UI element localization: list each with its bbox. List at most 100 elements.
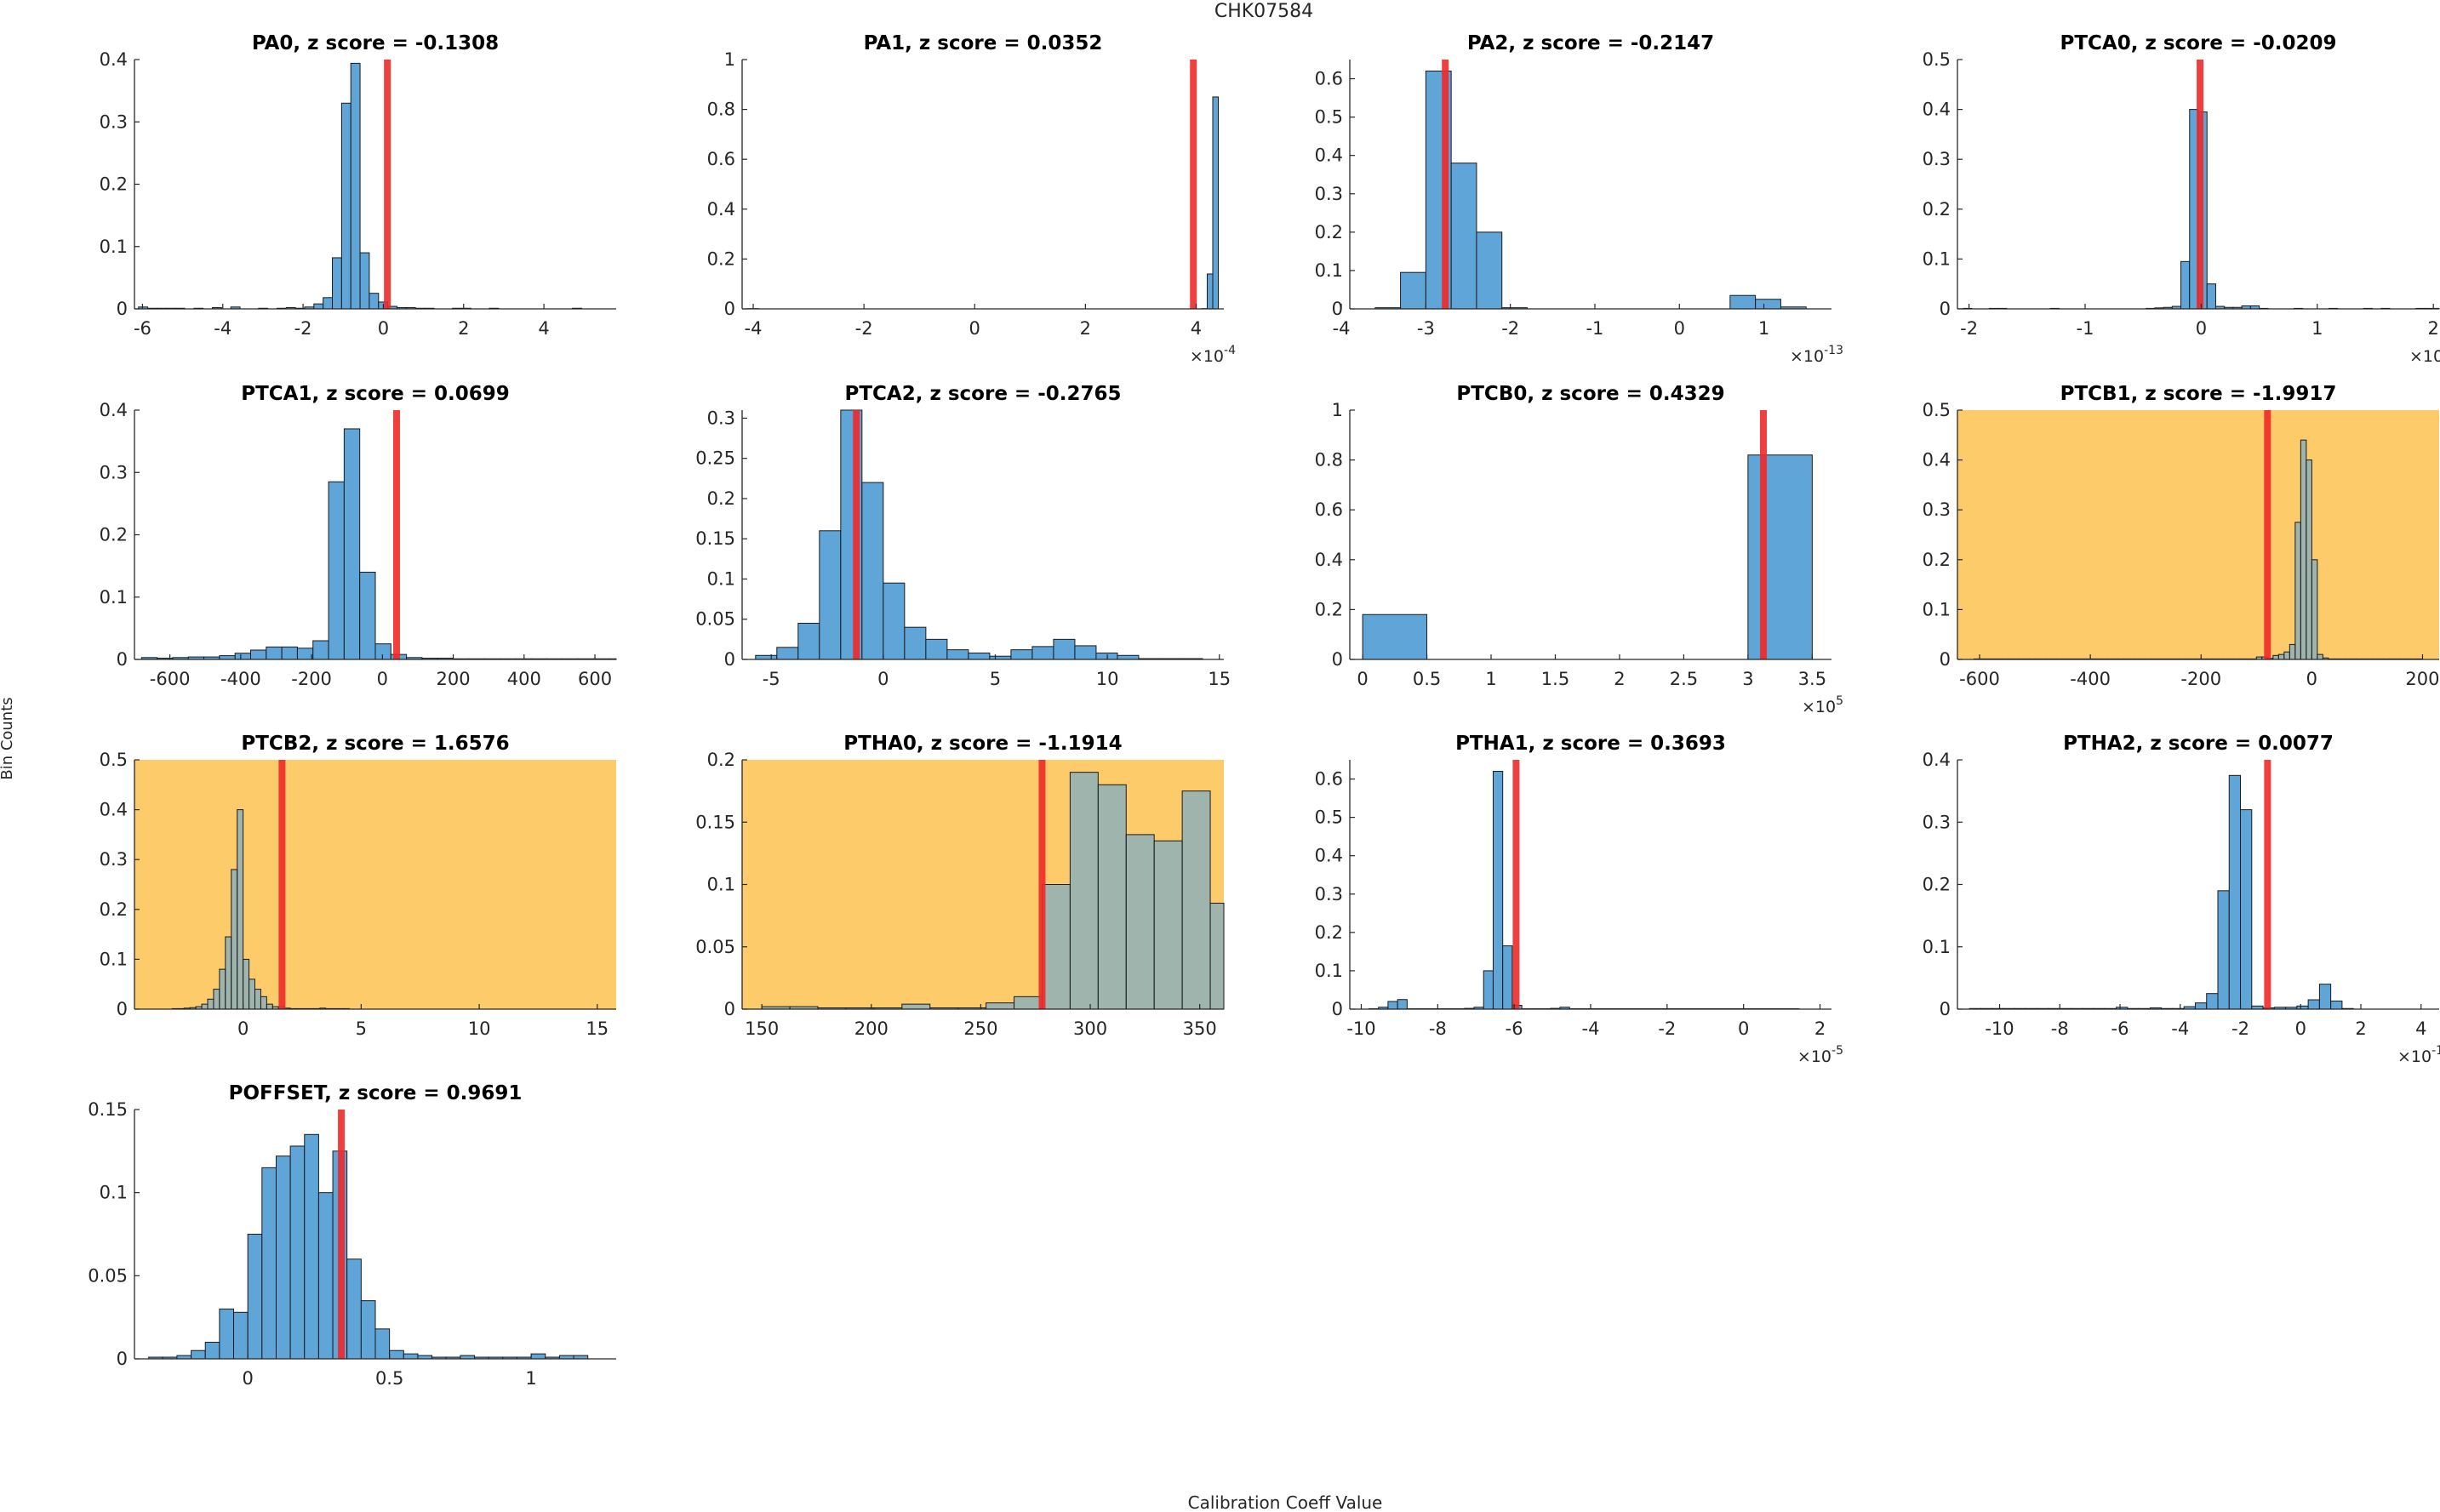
x-tick-label: 3.5 (1798, 669, 1826, 689)
x-tick-label: 3 (1742, 669, 1753, 689)
histogram-bar (281, 646, 298, 660)
y-tick-label: 0.5 (1923, 400, 1951, 420)
x-tick-label: 15 (1208, 669, 1231, 689)
x-tick-label: -600 (1959, 669, 2000, 689)
histogram-bar (925, 638, 948, 660)
histogram-bar (1031, 646, 1054, 660)
y-tick-label: 0 (117, 649, 128, 670)
x-tick-label: -2 (2231, 1018, 2249, 1039)
histogram-bar (1397, 999, 1408, 1010)
subplot-title: PTCA2, z score = -0.2765 (844, 383, 1121, 405)
histogram-bar (304, 1133, 319, 1360)
x-tick-label: 0 (1357, 669, 1368, 689)
x-tick-label: 200 (2405, 669, 2439, 689)
y-tick-label: 0.6 (1315, 769, 1343, 790)
figure-y-axis-label: Bin Counts (0, 697, 16, 779)
histogram-bar (260, 996, 267, 1010)
subplot-poffset: 0 0.05 0.1 0.15 0 0.5 1 POFFSET, z score = 0.96… (88, 1082, 616, 1389)
y-tick-label: 0 (117, 299, 128, 319)
highlight-background (1957, 410, 2439, 659)
histogram-bar (328, 481, 345, 660)
current-value-marker (853, 410, 860, 659)
histogram-bar (986, 1002, 1015, 1010)
histogram-bar (2283, 651, 2290, 660)
histogram-bar (1069, 772, 1099, 1010)
histogram-bar (1400, 271, 1426, 310)
histogram-bar (904, 626, 927, 660)
subplot-ptcb1: 0 0.1 0.2 0.3 0.4 0.5 -600 -400 -200 0 200 PTCB1, z… (1923, 383, 2440, 689)
y-tick-label: 0.1 (100, 587, 128, 608)
y-tick-label: 0.2 (100, 899, 128, 920)
x-tick-label: -2 (855, 318, 873, 339)
x-tick-label: -5 (763, 669, 780, 689)
histogram-bar (219, 968, 226, 1010)
y-tick-label: 1 (724, 49, 735, 70)
x-tick-label: -4 (1582, 1018, 1600, 1039)
y-tick-label: 0 (724, 649, 735, 670)
x-tick-label: 1 (1758, 318, 1769, 339)
y-tick-label: 0.4 (1923, 100, 1951, 120)
current-value-marker (278, 760, 286, 1009)
histogram-bar (1206, 273, 1214, 310)
histogram-bar (1476, 231, 1503, 310)
y-tick-label: 0 (724, 299, 735, 319)
histogram-bar (1125, 834, 1155, 1010)
y-tick-label: 0.1 (100, 237, 128, 257)
x-tick-label: -400 (220, 669, 261, 689)
x-tick-label: 10 (1096, 669, 1119, 689)
histogram-bar (359, 252, 370, 310)
x-tick-label: -6 (134, 318, 151, 339)
y-tick-label: 0.3 (1923, 812, 1951, 832)
histogram-bar (1097, 784, 1127, 1010)
histogram-bar (317, 1192, 334, 1360)
histogram-bar (1747, 454, 1813, 660)
histogram-bar (2318, 984, 2332, 1010)
histogram-bar (2300, 439, 2307, 660)
x-tick-label: -10 (1985, 1018, 2014, 1039)
y-tick-label: 0.2 (1315, 222, 1343, 242)
y-tick-label: 0 (1332, 299, 1343, 319)
subplot-title: PTCB2, z score = 1.6576 (241, 733, 509, 755)
current-value-marker (384, 60, 391, 309)
histogram-bar (249, 979, 255, 1010)
y-tick-label: 0 (1332, 649, 1343, 670)
x-tick-label: 5 (356, 1018, 367, 1039)
histogram-bar (204, 1341, 220, 1360)
histogram-bar (1153, 840, 1183, 1010)
x-tick-label: -2 (294, 318, 312, 339)
histogram-bar (2306, 459, 2312, 660)
subplot-title: PTHA2, z score = 0.0077 (2063, 733, 2334, 755)
y-tick-label: 0.2 (1923, 550, 1951, 570)
x-exponent-label: ×10-5 (1797, 1044, 1843, 1066)
x-tick-label: -2 (1960, 318, 1978, 339)
x-tick-label: 4 (1191, 318, 1202, 339)
x-tick-label: 0 (877, 669, 889, 689)
histogram-bar (350, 62, 361, 310)
histogram-bar (968, 652, 991, 660)
y-tick-label: 0 (1940, 999, 1951, 1019)
histogram-bar (275, 1155, 291, 1360)
x-tick-label: -6 (2111, 1018, 2129, 1039)
x-tick-label: 15 (586, 1018, 609, 1039)
x-tick-label: 150 (745, 1018, 779, 1039)
histogram-bar (2272, 654, 2279, 660)
histogram-bar (1095, 652, 1118, 660)
x-tick-label: 1 (1485, 669, 1496, 689)
y-tick-label: 0.3 (1923, 499, 1951, 520)
y-tick-label: 0.2 (1923, 199, 1951, 220)
y-tick-label: 0.3 (100, 111, 128, 132)
x-tick-label: 2 (458, 318, 469, 339)
subplot-ptha0: 0 0.05 0.1 0.15 0.2 150 200 250 300 350 PTHA0, z s… (695, 733, 1225, 1039)
subplot-pa2: 0 0.1 0.2 0.3 0.4 0.5 0.6 -4 -3 -2 -1 0 1 PA2, z scor… (1315, 32, 1843, 366)
histogram-bar (2307, 999, 2320, 1010)
current-value-marker (1442, 60, 1449, 309)
x-tick-label: 1 (525, 1368, 536, 1389)
subplot-title: PA0, z score = -0.1308 (252, 32, 499, 54)
subplot-title: PTCA0, z score = -0.0209 (2060, 32, 2336, 54)
current-value-marker (2264, 760, 2271, 1009)
histogram-bar (2317, 653, 2323, 660)
histogram-bar (360, 1300, 376, 1360)
y-tick-label: 0.3 (100, 462, 128, 482)
subplot-title: PA1, z score = 0.0352 (864, 32, 1103, 54)
histogram-bar (2228, 774, 2242, 1010)
